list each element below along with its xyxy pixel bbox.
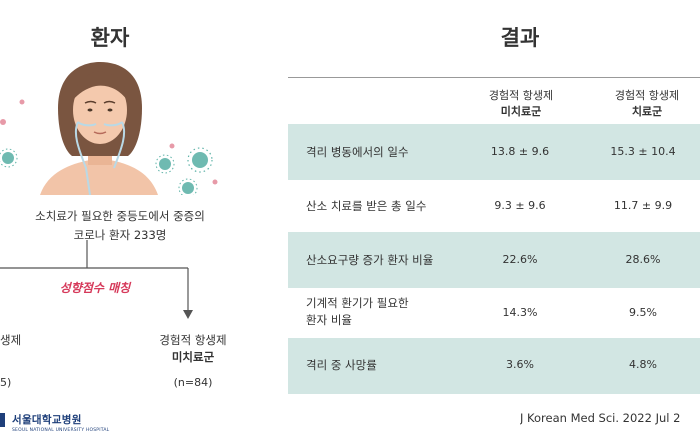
- row-label-line-1: 기계적 환기가 필요한: [306, 296, 409, 310]
- citation: J Korean Med Sci. 2022 Jul 2: [520, 411, 681, 425]
- virus-icon: [19, 99, 25, 105]
- virus-icon: [178, 178, 198, 195]
- table-row: 산소 치료를 받은 총 일수 9.3 ± 9.6 11.7 ± 9.9: [288, 180, 700, 232]
- logo-english: SEOUL NATIONAL UNIVERSITY HOSPITAL: [12, 428, 110, 433]
- row-value-untreated: 9.3 ± 9.6: [494, 199, 546, 212]
- group-right-line-1: 경험적 항생제: [159, 333, 227, 347]
- col1-line-1: 경험적 항생제: [488, 89, 554, 102]
- patient-illustration: [0, 62, 218, 195]
- virus-icon: [155, 154, 175, 174]
- table-row: 산소요구량 증가 환자 비율 22.6% 28.6%: [288, 232, 700, 288]
- row-value-untreated: 14.3%: [502, 306, 538, 319]
- patient-description: 소치료가 필요한 중등도에서 중증의 코로나 환자 233명: [0, 207, 240, 245]
- description-line-1: 소치료가 필요한 중등도에서 중증의: [35, 209, 205, 223]
- virus-icon: [0, 148, 18, 168]
- table-row: 격리 병동에서의 일수 13.8 ± 9.6 15.3 ± 10.4: [288, 124, 700, 180]
- virus-icon: [187, 147, 213, 173]
- row-label: 산소요구량 증가 환자 비율: [306, 253, 434, 267]
- row-value-treated: 28.6%: [625, 253, 661, 266]
- row-value-untreated: 13.8 ± 9.6: [490, 145, 550, 158]
- row-value-treated: 9.5%: [629, 306, 657, 319]
- table-row: 격리 중 사망률 3.6% 4.8%: [288, 338, 700, 394]
- logo-korean: 서울대학교병원: [12, 414, 82, 426]
- row-value-untreated: 3.6%: [506, 358, 534, 371]
- row-label: 기계적 환기가 필요한 환자 비율: [306, 295, 409, 329]
- column-header-untreated: 경험적 항생제 미치료군: [466, 88, 576, 120]
- patients-title: 환자: [90, 26, 130, 50]
- col2-line-2: 치료군: [631, 105, 663, 118]
- virus-icon: [0, 119, 6, 125]
- group-right-label: 경험적 항생제 미치료군: [138, 332, 248, 366]
- row-value-treated: 15.3 ± 10.4: [610, 145, 676, 158]
- col1-line-2: 미치료군: [500, 105, 542, 118]
- table-row: 기계적 환기가 필요한 환자 비율 14.3% 9.5%: [288, 288, 700, 338]
- row-label: 격리 중 사망률: [306, 358, 377, 372]
- virus-icon: [169, 143, 175, 149]
- group-left-label: 생제: [0, 333, 22, 347]
- row-value-treated: 4.8%: [629, 358, 657, 371]
- row-value-treated: 11.7 ± 9.9: [613, 199, 673, 212]
- results-title: 결과: [500, 26, 540, 50]
- header-divider: [288, 77, 700, 78]
- group-right-count: (n=84): [173, 376, 213, 389]
- virus-icon: [212, 179, 218, 185]
- col2-line-1: 경험적 항생제: [614, 89, 680, 102]
- logo-mark-icon: [0, 413, 5, 427]
- matching-label: 성향점수 매칭: [59, 281, 131, 295]
- flow-lines: [0, 240, 193, 319]
- row-label: 산소 치료를 받은 총 일수: [306, 199, 427, 213]
- description-line-2: 코로나 환자 233명: [73, 228, 167, 242]
- row-value-untreated: 22.6%: [502, 253, 538, 266]
- row-label: 격리 병동에서의 일수: [306, 145, 409, 159]
- group-right-line-2: 미치료군: [171, 350, 215, 364]
- group-left-count: 5): [0, 376, 12, 389]
- hospital-logo: 서울대학교병원 SEOUL NATIONAL UNIVERSITY HOSPIT…: [4, 412, 122, 438]
- column-header-treated: 경험적 항생제 치료군: [592, 88, 700, 120]
- row-label-line-2: 환자 비율: [306, 313, 352, 327]
- arrow-down-icon: [183, 310, 193, 319]
